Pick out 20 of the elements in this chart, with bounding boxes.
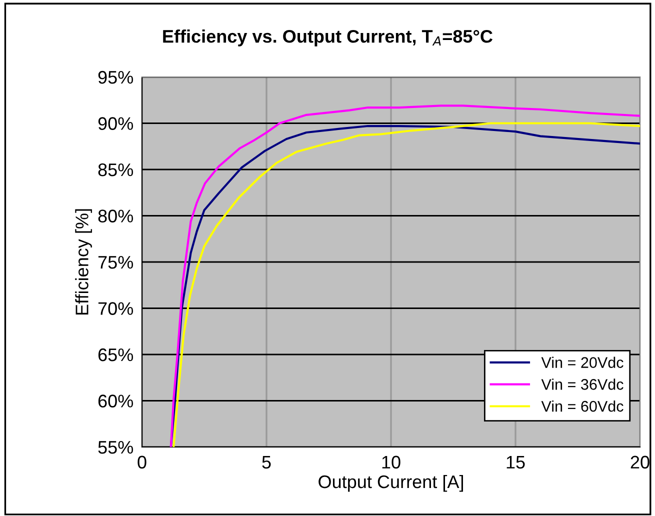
x-tick-label: 10 <box>382 456 400 469</box>
x-axis-title: Output Current [A] <box>318 474 463 492</box>
x-tick-label: 15 <box>506 456 525 469</box>
x-tick-label: 20 <box>630 456 650 469</box>
legend-label: Vin = 20Vdc <box>541 356 624 368</box>
y-tick-label: 80% <box>98 210 134 222</box>
legend-label: Vin = 36Vdc <box>541 378 624 390</box>
y-tick-label: 75% <box>98 256 134 269</box>
x-tick-label: 0 <box>138 456 146 469</box>
y-tick-label: 95% <box>98 70 134 84</box>
y-tick-label: 90% <box>98 117 134 130</box>
chart-title: Efficiency vs. Output Current, T$_{A}$=85°C <box>163 30 493 46</box>
x-tick-label: 5 <box>262 456 271 469</box>
legend-label: Vin = 60Vdc <box>541 400 624 412</box>
y-tick-label: 70% <box>98 302 134 315</box>
y-tick-label: 65% <box>98 348 134 362</box>
y-axis-title: Efficiency [%] <box>75 209 92 315</box>
y-tick-label: 85% <box>98 163 134 176</box>
y-tick-label: 55% <box>98 441 134 454</box>
y-tick-label: 60% <box>98 394 134 408</box>
